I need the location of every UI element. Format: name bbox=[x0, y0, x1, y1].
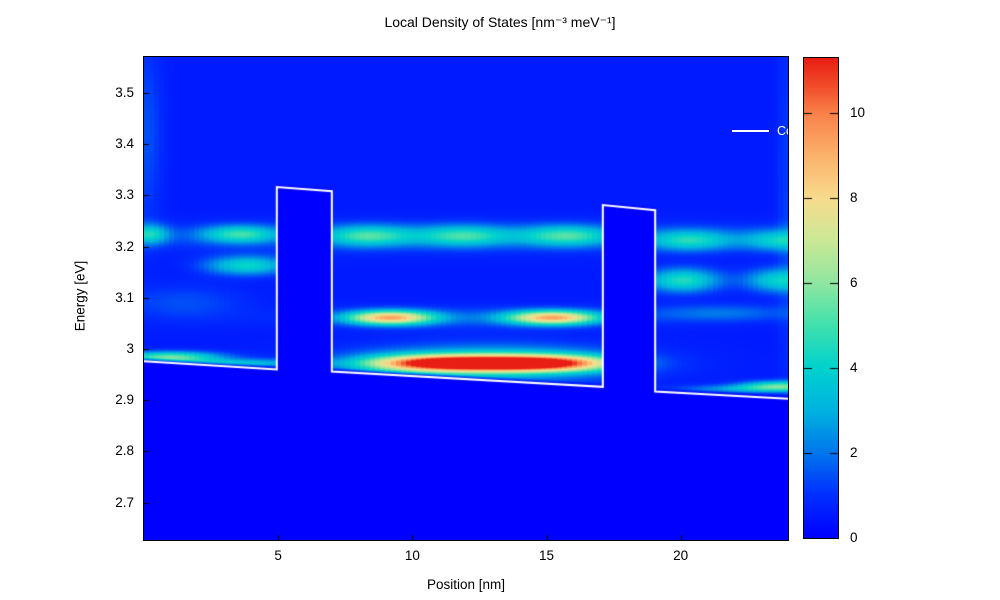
x-tick-label: 20 bbox=[673, 548, 689, 563]
heatmap-plot: Conduction Band Edge bbox=[144, 57, 906, 540]
y-tick-label: 3.3 bbox=[115, 187, 134, 203]
x-axis-label: Position [nm] bbox=[426, 577, 506, 592]
chart-title: Local Density of States [nm⁻³ meV⁻¹] bbox=[384, 14, 616, 30]
legend-label: Conduction Band Edge bbox=[777, 124, 906, 138]
y-tick-label: 3.5 bbox=[115, 84, 134, 100]
colorbar-tick-label: 2 bbox=[850, 445, 858, 461]
y-tick-label: 2.9 bbox=[115, 392, 134, 408]
y-tick-label: 3.2 bbox=[115, 238, 134, 254]
colorbar-tick-label: 10 bbox=[850, 105, 866, 121]
x-tick-label: 15 bbox=[538, 548, 555, 563]
y-tick-label: 2.7 bbox=[115, 494, 134, 510]
x-tick-label: 5 bbox=[274, 548, 282, 563]
y-tick-label: 3.1 bbox=[115, 289, 134, 305]
colorbar-tick-label: 6 bbox=[850, 275, 858, 291]
y-tick-label: 3 bbox=[126, 340, 134, 356]
x-tick-label: 10 bbox=[404, 548, 420, 563]
colorbar-tick-label: 4 bbox=[850, 360, 858, 376]
colorbar-tick-label: 8 bbox=[850, 190, 858, 206]
y-tick-label: 3.4 bbox=[115, 136, 134, 152]
colorbar-tick-label: 0 bbox=[850, 530, 858, 545]
y-tick-label: 2.8 bbox=[115, 443, 134, 459]
colorbar-canvas bbox=[804, 58, 838, 538]
ldos-heatmap-canvas bbox=[144, 57, 788, 540]
y-axis-label: Energy [eV] bbox=[72, 260, 88, 332]
legend-line-swatch bbox=[732, 130, 769, 132]
